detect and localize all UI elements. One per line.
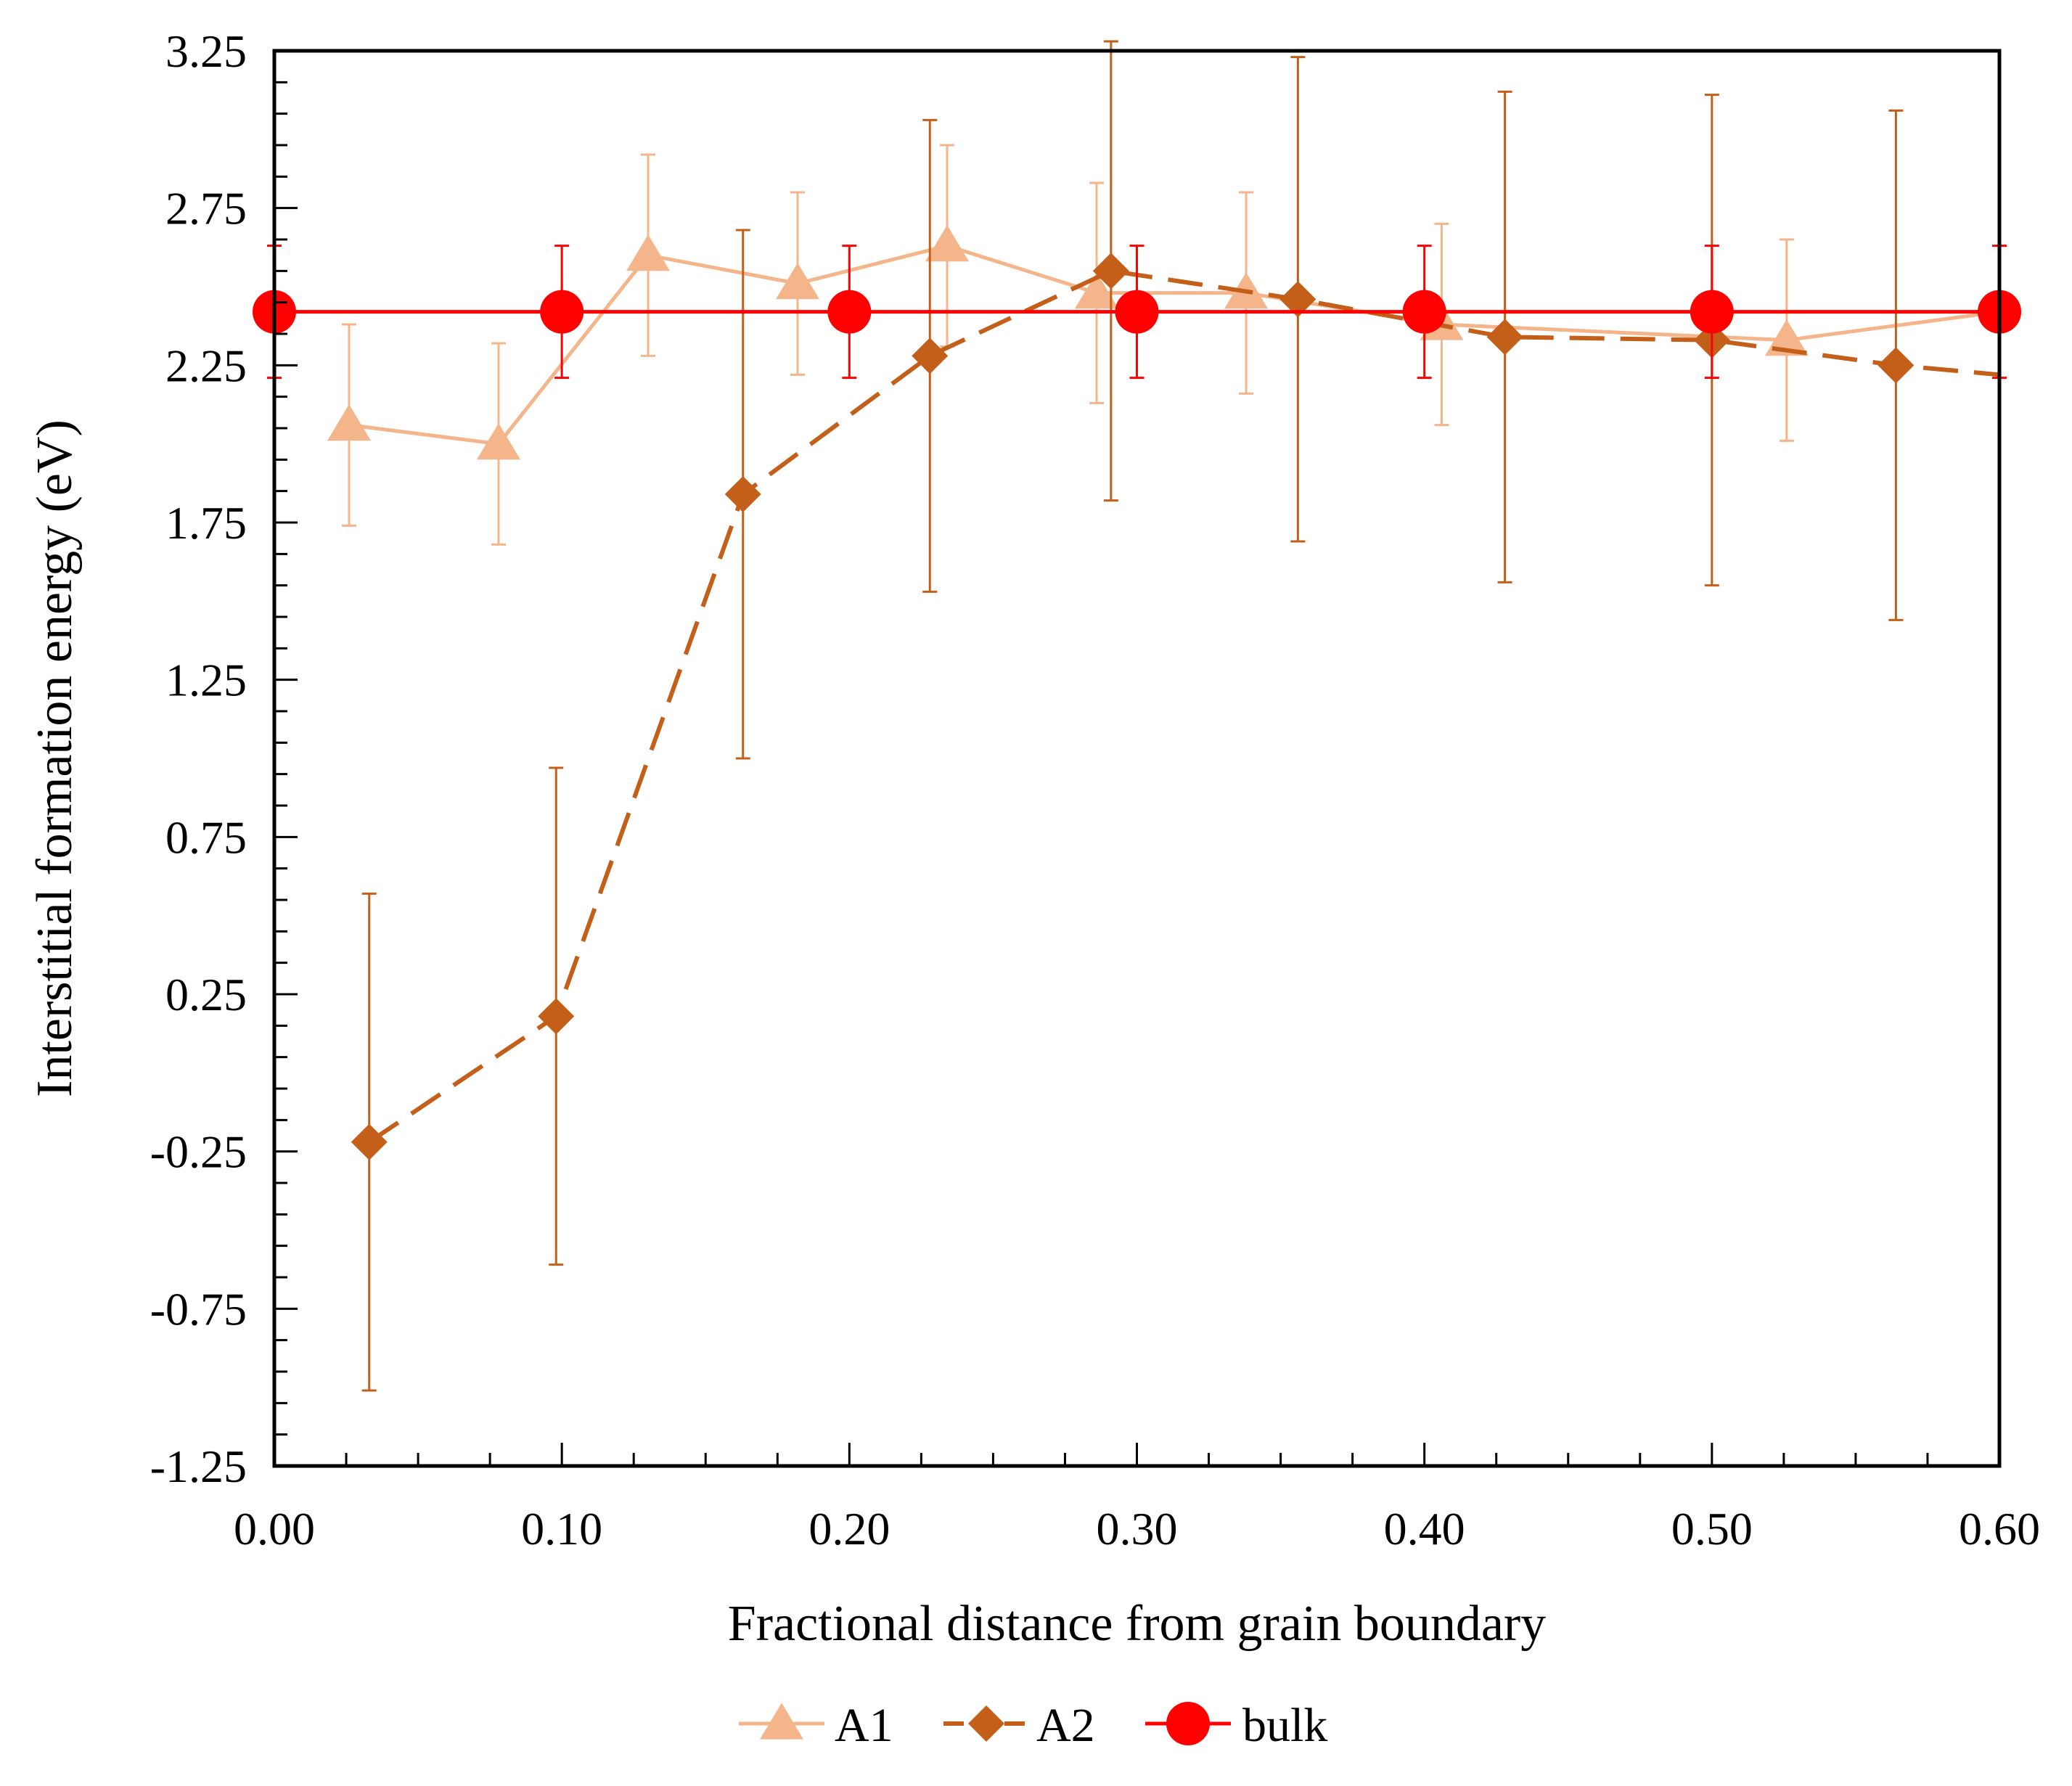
legend-item-bulk: bulk <box>1145 1699 1327 1752</box>
data-point <box>724 476 761 512</box>
data-point <box>1092 253 1129 290</box>
data-point <box>1690 290 1734 334</box>
data-point <box>540 290 584 334</box>
y-tick-label: 3.25 <box>165 25 247 77</box>
x-tick-label: 0.20 <box>808 1503 890 1554</box>
data-point <box>776 263 820 300</box>
x-tick-label: 0.60 <box>1959 1503 2040 1554</box>
y-tick-label: -1.25 <box>150 1441 247 1492</box>
legend-label: bulk <box>1242 1699 1327 1752</box>
y-tick-label: 0.75 <box>165 811 247 863</box>
y-tick-label: -0.75 <box>150 1283 247 1335</box>
series-A2 <box>351 40 2000 1392</box>
series-line <box>368 269 2000 1144</box>
series-layer <box>253 40 2021 1392</box>
y-tick-label: 1.75 <box>165 497 247 549</box>
legend-item-A1: A1 <box>739 1699 893 1752</box>
data-point <box>538 998 575 1035</box>
series-bulk <box>253 245 2021 380</box>
legend-label: A2 <box>1036 1699 1095 1752</box>
x-tick-label: 0.40 <box>1384 1503 1465 1554</box>
legend-item-A2: A2 <box>943 1699 1095 1752</box>
legend: A1 A2 bulk <box>739 1699 1327 1752</box>
data-point <box>327 404 372 441</box>
y-tick-label: -0.25 <box>150 1126 247 1178</box>
data-point <box>925 225 970 262</box>
legend-marker <box>760 1703 803 1740</box>
data-point <box>912 337 949 374</box>
data-point <box>1486 319 1523 356</box>
series-line <box>348 244 2000 446</box>
series-A1 <box>327 144 2000 546</box>
data-point <box>1878 347 1915 384</box>
x-axis-label: Fractional distance from grain boundary <box>728 1596 1546 1652</box>
y-tick-label: 2.25 <box>165 340 247 391</box>
data-point <box>477 423 521 460</box>
data-point <box>626 234 671 271</box>
x-tick-label: 0.50 <box>1671 1503 1753 1554</box>
legend-marker <box>968 1705 1004 1742</box>
x-tick-label: 0.00 <box>234 1503 315 1554</box>
data-point <box>1075 272 1119 309</box>
x-tick-label: 0.30 <box>1097 1503 1178 1554</box>
data-point <box>1279 281 1317 318</box>
y-axis-label: Interstitial formation energy (eV) <box>27 419 83 1097</box>
data-point <box>1115 290 1159 334</box>
y-tick-label: 0.25 <box>165 969 247 1020</box>
y-tick-label: 2.75 <box>165 183 247 234</box>
y-tick-label: 1.25 <box>165 655 247 706</box>
legend-marker <box>1166 1702 1210 1745</box>
x-tick-label: 0.10 <box>521 1503 602 1554</box>
data-point <box>827 290 872 334</box>
data-point <box>351 1123 388 1160</box>
data-point <box>1402 290 1446 334</box>
legend-label: A1 <box>835 1699 893 1752</box>
ticks-layer: 0.00 0.10 0.20 0.30 0.40 0.50 0.60 -1.25 -0.75 -0… <box>150 25 2040 1554</box>
